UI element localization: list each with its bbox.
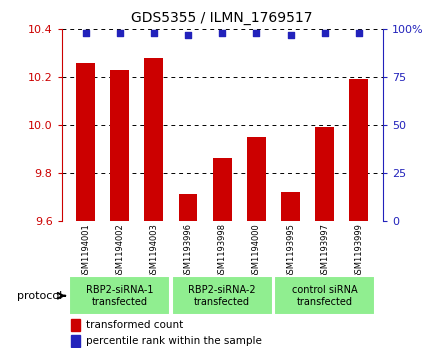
Bar xyxy=(281,192,300,221)
Point xyxy=(356,30,363,36)
Point xyxy=(219,30,226,36)
Text: protocol: protocol xyxy=(17,291,62,301)
Text: GSM1193999: GSM1193999 xyxy=(354,223,363,279)
Point xyxy=(82,30,89,36)
Bar xyxy=(76,62,95,221)
Bar xyxy=(213,158,231,221)
Text: GSM1194000: GSM1194000 xyxy=(252,223,261,279)
Bar xyxy=(349,79,368,221)
Text: GSM1193998: GSM1193998 xyxy=(218,223,227,279)
Text: transformed count: transformed count xyxy=(86,320,183,330)
Text: RBP2-siRNA-2
transfected: RBP2-siRNA-2 transfected xyxy=(188,285,256,307)
Text: control siRNA
transfected: control siRNA transfected xyxy=(292,285,358,307)
Point xyxy=(287,32,294,38)
Point xyxy=(116,30,123,36)
Text: GSM1193996: GSM1193996 xyxy=(183,223,193,279)
Point xyxy=(184,32,191,38)
Bar xyxy=(315,127,334,221)
Bar xyxy=(110,70,129,221)
Point xyxy=(253,30,260,36)
Point xyxy=(150,30,158,36)
Text: GSM1193995: GSM1193995 xyxy=(286,223,295,279)
Bar xyxy=(71,335,80,347)
Bar xyxy=(71,319,80,331)
Text: GSM1194001: GSM1194001 xyxy=(81,223,90,279)
Text: RBP2-siRNA-1
transfected: RBP2-siRNA-1 transfected xyxy=(86,285,154,307)
Text: GSM1194002: GSM1194002 xyxy=(115,223,124,279)
Point xyxy=(321,30,328,36)
FancyBboxPatch shape xyxy=(274,276,375,315)
Text: GSM1194003: GSM1194003 xyxy=(149,223,158,279)
Bar xyxy=(247,137,266,221)
Bar xyxy=(179,194,198,221)
Title: GDS5355 / ILMN_1769517: GDS5355 / ILMN_1769517 xyxy=(132,11,313,25)
Bar xyxy=(144,58,163,221)
FancyBboxPatch shape xyxy=(69,276,170,315)
Text: percentile rank within the sample: percentile rank within the sample xyxy=(86,336,261,346)
FancyBboxPatch shape xyxy=(172,276,273,315)
Text: GSM1193997: GSM1193997 xyxy=(320,223,329,279)
